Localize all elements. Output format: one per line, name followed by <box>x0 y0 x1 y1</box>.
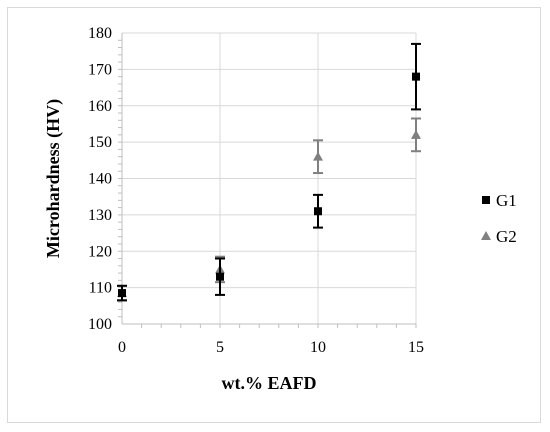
g1-data-point <box>412 72 420 81</box>
y-tick-label: 100 <box>88 316 112 333</box>
y-tick-label: 140 <box>88 171 112 188</box>
y-tick-label: 160 <box>88 98 112 115</box>
g1-legend-marker <box>482 196 490 204</box>
y-tick-label: 170 <box>88 61 112 78</box>
x-tick-label: 15 <box>408 339 424 356</box>
gridlines <box>122 32 417 324</box>
legend: G1 G2 <box>481 191 517 246</box>
x-tick-label: 10 <box>310 339 326 356</box>
y-tick-label: 150 <box>88 134 112 151</box>
y-tick-label: 130 <box>88 207 112 224</box>
g1-data-point <box>118 289 126 298</box>
x-tick-label: 0 <box>118 339 126 356</box>
x-tick-label: 5 <box>216 339 224 356</box>
g1-data-point <box>314 207 322 216</box>
y-tick-label: 110 <box>89 280 112 297</box>
y-tick-label: 120 <box>88 243 112 260</box>
g2-legend-marker <box>481 231 491 240</box>
g1-data-point <box>216 272 224 281</box>
g1-legend-label: G1 <box>496 191 517 210</box>
axes: 100 110 120 130 140 150 160 170 180 0 5 10 15 <box>88 25 424 356</box>
g2-legend-label: G2 <box>496 227 517 246</box>
data-series <box>117 42 421 302</box>
g2-data-point <box>313 151 323 161</box>
y-tick-label: 180 <box>88 25 112 42</box>
g2-data-point <box>411 129 421 139</box>
x-axis-title: wt.% EAFD <box>222 373 317 393</box>
y-axis-title: Microhardness (HV) <box>43 99 64 258</box>
